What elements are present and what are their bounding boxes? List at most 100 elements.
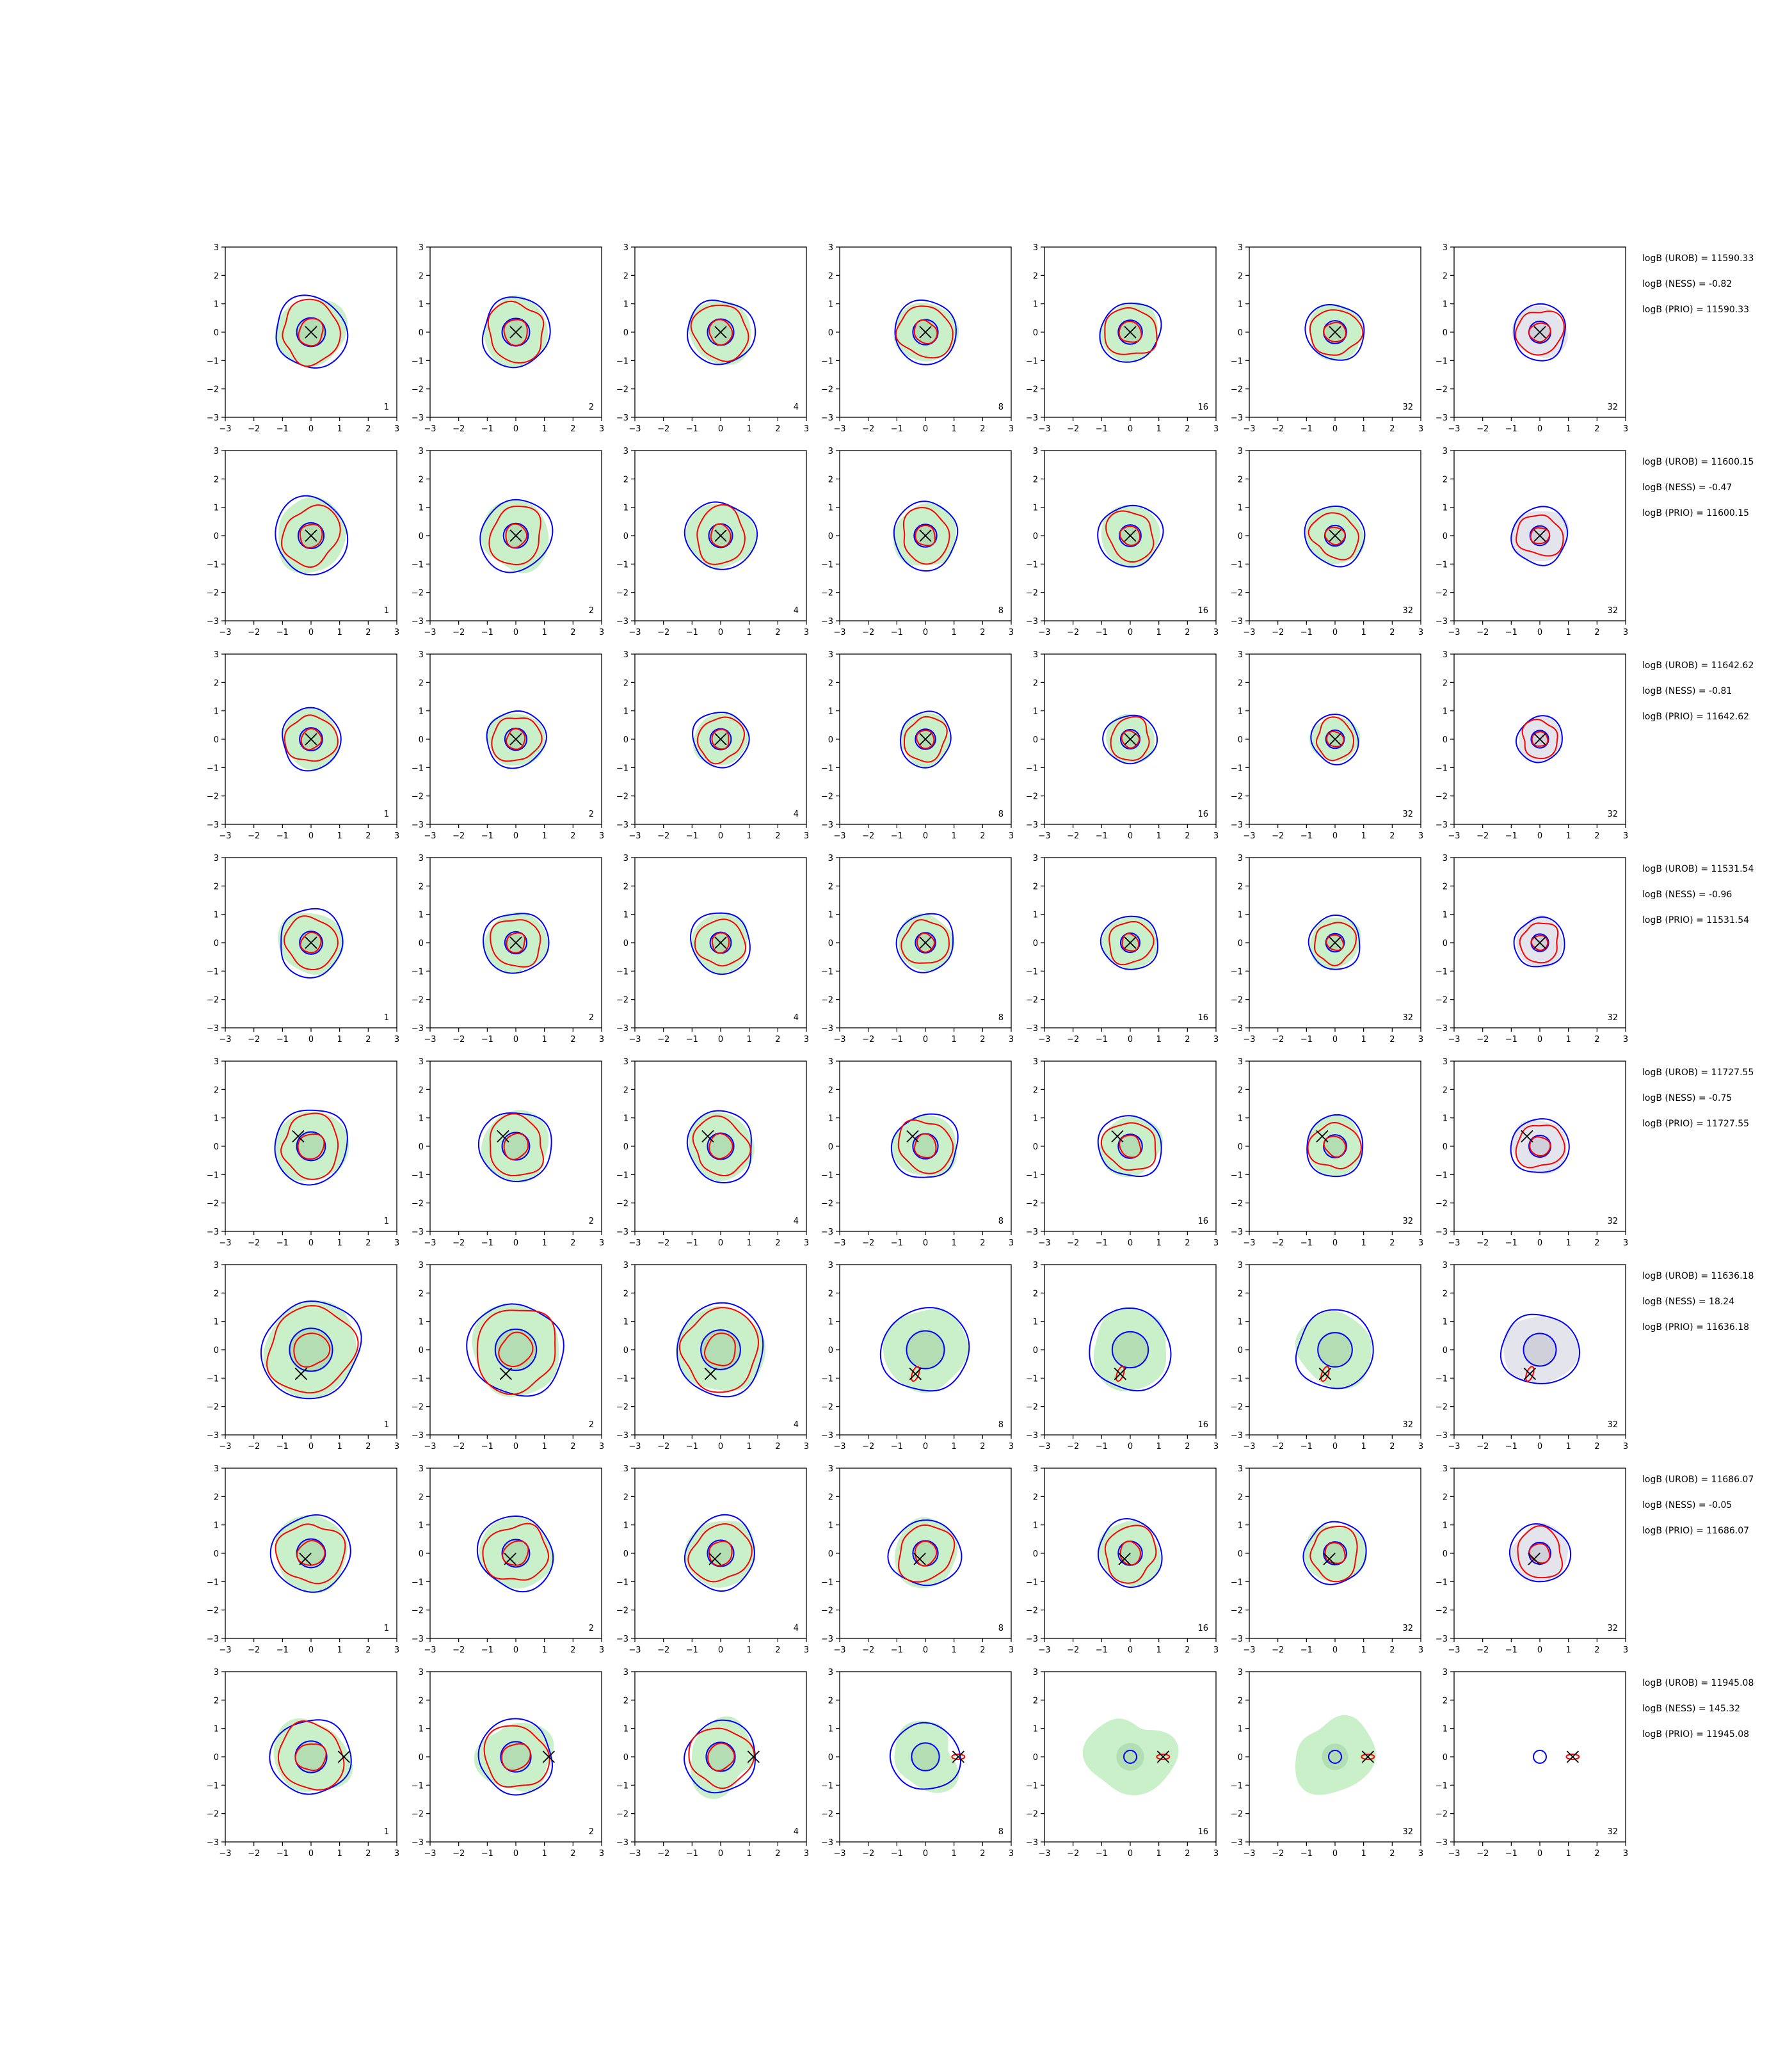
x-tick-label: 3: [394, 424, 399, 434]
x-tick-label: 3: [804, 628, 809, 637]
y-tick-label: −1: [821, 1171, 833, 1180]
y-tick-label: −3: [616, 1635, 628, 1644]
panel-r2-c6: −3−3 −2 −2 −1 −1 0 0 1 1 2 2 3 3 32: [1231, 447, 1423, 637]
red-contour-inner: [1118, 321, 1142, 343]
red-contour-outer: [282, 298, 341, 367]
x-tick-label: 3: [1418, 424, 1423, 434]
x-tick-label: 3: [1213, 1849, 1219, 1859]
red-contour-outer: [1104, 1524, 1157, 1584]
y-tick-label: 2: [828, 1696, 833, 1706]
x-tick-label: −1: [1096, 1849, 1108, 1859]
y-tick-label: −1: [412, 1374, 424, 1384]
true-value-marker: [509, 936, 522, 949]
y-tick-label: −3: [1231, 1635, 1243, 1644]
panel-label: 16: [1197, 1624, 1208, 1633]
y-tick-label: 1: [1238, 300, 1243, 310]
x-tick-label: 3: [599, 1238, 604, 1248]
y-tick-label: 1: [1443, 707, 1448, 717]
y-tick-label: 3: [1238, 1668, 1243, 1677]
blue-contour-outer: [1099, 302, 1162, 363]
x-tick-label: 1: [1566, 831, 1571, 841]
red-contour-inner: [1323, 321, 1347, 343]
y-tick-label: −1: [1231, 764, 1243, 773]
y-tick-label: 1: [828, 300, 833, 310]
red-contour-inner: [502, 1540, 529, 1566]
x-tick-label: −1: [686, 628, 698, 637]
panel-r7-c3: −3−3 −2 −2 −1 −1 0 0 1 1 2 2 3 3 4: [616, 1464, 809, 1655]
y-tick-label: −1: [1026, 1781, 1038, 1791]
x-tick-label: 2: [980, 1238, 985, 1248]
y-tick-label: 1: [623, 1725, 628, 1734]
true-value-marker: [1329, 326, 1341, 339]
blue-contour-inner: [1123, 1750, 1137, 1764]
panel-r4-c2: −3−3 −2 −2 −1 −1 0 0 1 1 2 2 3 3 2: [412, 854, 604, 1044]
stat-label: logB (PRIO) = 11600.15: [1642, 508, 1750, 518]
panel-r8-c4: −3−3 −2 −2 −1 −1 0 0 1 1 2 2 3 3 8: [821, 1668, 1014, 1859]
blue-contour-outer: [1513, 303, 1566, 362]
x-tick-label: 3: [1009, 1238, 1014, 1248]
panel-label: 32: [1402, 1827, 1413, 1837]
red-contour-inner: [1325, 934, 1345, 951]
y-tick-label: 0: [1033, 1142, 1038, 1152]
x-tick-label: 0: [1128, 1238, 1133, 1248]
density-core: [1523, 1332, 1557, 1367]
red-contour-outer: [1521, 718, 1558, 760]
y-tick-label: 1: [1033, 504, 1038, 513]
blue-contour-outer: [1302, 1521, 1367, 1585]
x-tick-label: −2: [1476, 1442, 1489, 1452]
panel-label: 32: [1607, 403, 1618, 412]
x-tick-label: 3: [394, 1849, 399, 1859]
y-tick-label: 3: [1238, 1261, 1243, 1270]
x-tick-label: −3: [833, 1442, 845, 1452]
blue-contour-inner: [296, 317, 326, 348]
x-tick-label: 0: [1128, 831, 1133, 841]
x-tick-label: 1: [1156, 1035, 1162, 1044]
x-tick-label: 1: [542, 424, 547, 434]
y-tick-label: −2: [821, 385, 833, 395]
x-tick-label: −3: [424, 1645, 436, 1655]
true-value-marker: [1118, 1553, 1131, 1565]
blue-contour-inner: [1117, 1133, 1143, 1159]
panel-r2-c3: −3−3 −2 −2 −1 −1 0 0 1 1 2 2 3 3 4: [616, 447, 809, 637]
x-tick-label: −2: [248, 831, 260, 841]
y-tick-label: −2: [412, 385, 424, 395]
x-tick-label: 2: [775, 628, 780, 637]
blue-contour-inner: [297, 522, 325, 550]
y-tick-label: 2: [419, 1289, 424, 1299]
panel-label: 2: [589, 606, 594, 616]
y-tick-label: −1: [207, 1171, 219, 1180]
x-tick-label: −1: [1096, 1035, 1108, 1044]
y-tick-label: −3: [821, 413, 833, 423]
y-tick-label: 0: [214, 735, 219, 745]
x-tick-label: −2: [1067, 1645, 1079, 1655]
blue-contour-outer: [887, 1519, 963, 1587]
y-tick-label: 2: [1238, 1289, 1243, 1299]
x-tick-label: −1: [1300, 1035, 1313, 1044]
red-contour-inner: [711, 728, 730, 750]
panel-label: 2: [589, 1420, 594, 1430]
y-tick-label: −1: [412, 1781, 424, 1791]
blue-contour-inner: [1530, 730, 1549, 749]
y-tick-label: 3: [419, 1668, 424, 1677]
x-tick-label: 2: [1594, 1645, 1599, 1655]
x-tick-label: −1: [481, 628, 493, 637]
x-tick-label: −1: [1096, 1645, 1108, 1655]
x-tick-label: 0: [1537, 1849, 1542, 1859]
x-tick-label: 1: [1361, 1849, 1366, 1859]
y-tick-label: −2: [1231, 589, 1243, 598]
density-core: [1316, 1331, 1354, 1368]
y-tick-label: 0: [1238, 1549, 1243, 1559]
true-value-marker: [305, 733, 317, 746]
true-value-marker: [1124, 529, 1137, 542]
y-tick-label: 0: [1033, 1549, 1038, 1559]
x-tick-label: −1: [1505, 628, 1517, 637]
y-tick-label: 0: [419, 939, 424, 948]
y-tick-label: 3: [828, 650, 833, 660]
y-tick-label: 1: [214, 1725, 219, 1734]
true-value-marker: [509, 326, 522, 339]
true-value-marker: [292, 1130, 305, 1143]
y-tick-label: −3: [207, 413, 219, 423]
blue-contour-inner: [289, 1327, 333, 1372]
panel-label: 4: [794, 403, 799, 412]
red-contour-outer: [280, 1112, 339, 1180]
